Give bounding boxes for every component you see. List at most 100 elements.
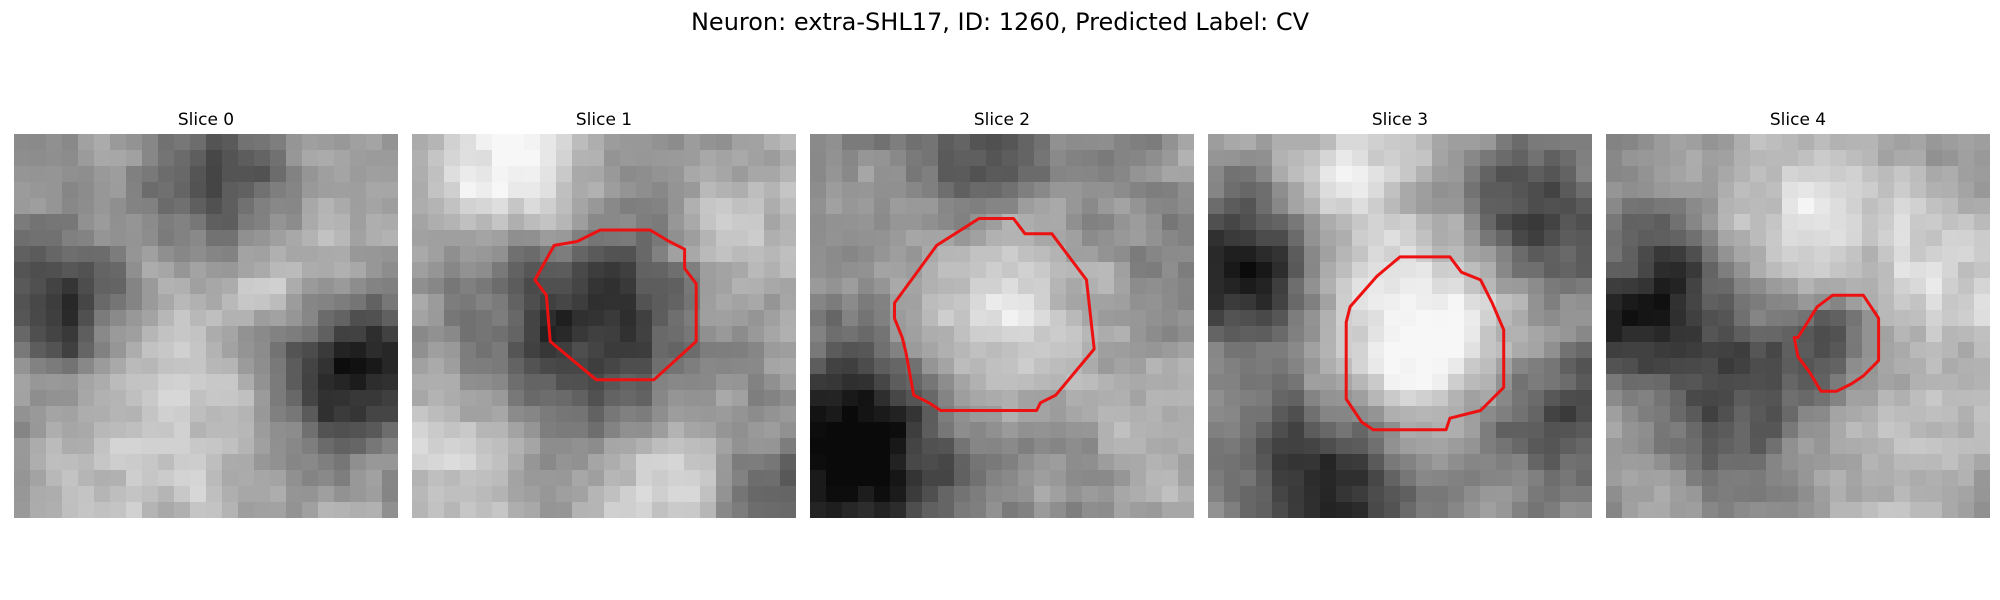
image-pixel (1782, 310, 1799, 327)
image-pixel (508, 166, 525, 183)
image-pixel (1368, 502, 1385, 518)
image-pixel (1288, 198, 1305, 215)
image-pixel (874, 438, 891, 455)
image-pixel (810, 182, 827, 199)
image-pixel (874, 150, 891, 167)
image-pixel (540, 358, 557, 375)
image-pixel (1114, 134, 1131, 151)
image-pixel (922, 486, 939, 503)
image-pixel (1638, 310, 1655, 327)
image-pixel (1066, 374, 1083, 391)
image-pixel (874, 406, 891, 423)
image-pixel (1034, 134, 1051, 151)
image-pixel (588, 246, 605, 263)
image-pixel (1798, 470, 1815, 487)
image-pixel (716, 294, 733, 311)
image-pixel (1034, 502, 1051, 518)
image-pixel (780, 150, 796, 167)
image-pixel (1018, 150, 1035, 167)
image-pixel (1208, 246, 1225, 263)
image-pixel (636, 262, 653, 279)
image-pixel (970, 150, 987, 167)
image-pixel (556, 470, 573, 487)
image-pixel (1814, 406, 1831, 423)
image-pixel (1878, 230, 1895, 247)
image-pixel (110, 198, 127, 215)
image-pixel (1368, 198, 1385, 215)
image-pixel (1066, 166, 1083, 183)
image-pixel (1638, 278, 1655, 295)
image-pixel (476, 294, 493, 311)
image-pixel (1766, 374, 1783, 391)
image-pixel (1496, 262, 1513, 279)
image-pixel (1114, 198, 1131, 215)
image-pixel (428, 230, 445, 247)
image-pixel (572, 278, 589, 295)
image-pixel (412, 374, 429, 391)
image-pixel (14, 230, 31, 247)
image-pixel (62, 406, 79, 423)
image-pixel (1496, 198, 1513, 215)
slice-2-title: Slice 2 (810, 108, 1194, 134)
image-pixel (572, 326, 589, 343)
image-pixel (1146, 502, 1163, 518)
slice-0-title: Slice 0 (14, 108, 398, 134)
image-pixel (1512, 278, 1529, 295)
image-pixel (1814, 134, 1831, 151)
image-pixel (1576, 214, 1592, 231)
image-pixel (1114, 182, 1131, 199)
image-pixel (1926, 406, 1943, 423)
image-pixel (700, 214, 717, 231)
image-pixel (1320, 406, 1337, 423)
image-pixel (1208, 406, 1225, 423)
image-pixel (1512, 454, 1529, 471)
image-pixel (1130, 374, 1147, 391)
image-pixel (524, 166, 541, 183)
image-pixel (986, 246, 1003, 263)
image-pixel (636, 390, 653, 407)
image-pixel (254, 310, 271, 327)
image-pixel (764, 342, 781, 359)
image-pixel (1224, 214, 1241, 231)
image-pixel (142, 438, 159, 455)
image-pixel (858, 230, 875, 247)
image-pixel (1240, 502, 1257, 518)
image-pixel (1654, 390, 1671, 407)
image-pixel (318, 406, 335, 423)
image-pixel (444, 470, 461, 487)
image-pixel (1894, 134, 1911, 151)
image-pixel (986, 454, 1003, 471)
image-pixel (524, 502, 541, 518)
image-pixel (30, 230, 47, 247)
image-pixel (1368, 246, 1385, 263)
image-pixel (764, 262, 781, 279)
image-pixel (1734, 406, 1751, 423)
image-pixel (858, 278, 875, 295)
image-pixel (556, 198, 573, 215)
slice-3-image (1208, 134, 1592, 518)
image-pixel (1146, 422, 1163, 439)
image-pixel (1512, 198, 1529, 215)
image-pixel (890, 134, 907, 151)
image-pixel (14, 310, 31, 327)
image-pixel (1066, 294, 1083, 311)
image-pixel (1750, 470, 1767, 487)
image-pixel (1862, 150, 1879, 167)
image-pixel (460, 182, 477, 199)
image-pixel (1782, 502, 1799, 518)
image-pixel (62, 342, 79, 359)
image-pixel (30, 454, 47, 471)
image-pixel (906, 342, 923, 359)
image-pixel (286, 310, 303, 327)
image-pixel (1942, 134, 1959, 151)
image-pixel (1894, 342, 1911, 359)
image-pixel (938, 262, 955, 279)
image-pixel (254, 150, 271, 167)
image-pixel (318, 294, 335, 311)
image-pixel (668, 294, 685, 311)
image-pixel (780, 326, 796, 343)
image-pixel (1686, 422, 1703, 439)
image-pixel (78, 294, 95, 311)
image-pixel (954, 326, 971, 343)
image-pixel (412, 390, 429, 407)
